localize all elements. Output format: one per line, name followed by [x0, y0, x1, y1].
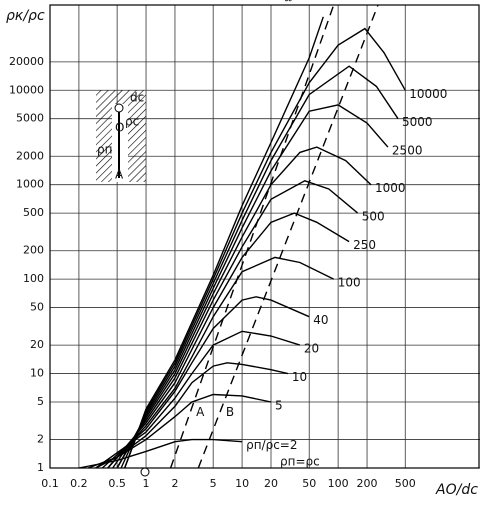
- plot: 1 2 5 10 20 50 100 200 500 1000 2000 5000 10000 20000…: [9, 0, 480, 490]
- y-tick-label: 2: [37, 433, 44, 446]
- curve: [116, 104, 389, 469]
- y-tick-label: 10: [30, 367, 44, 380]
- curve-label: ρп/ρс=2: [246, 438, 297, 452]
- x-tick-label: 2: [171, 477, 178, 490]
- curve-label: 5: [275, 398, 283, 412]
- x-tick-label: 0.5: [108, 477, 126, 490]
- y-tick-label: 100: [23, 272, 44, 285]
- curve-label: 40: [313, 313, 328, 327]
- curve-label: 500: [362, 210, 385, 224]
- y-tick-label: 500: [23, 206, 44, 219]
- y-tick-label: 2000: [16, 149, 44, 162]
- curve-label: 5000: [402, 115, 433, 129]
- curve-label: 250: [353, 238, 376, 252]
- curve-label: A: [196, 405, 205, 419]
- y-tick-label: 20000: [9, 55, 44, 68]
- inset-label: A: [115, 168, 124, 182]
- x-tick-label: 20: [264, 477, 278, 490]
- plot-frame: [49, 4, 480, 469]
- inset-label: O: [115, 121, 124, 135]
- curve: [116, 146, 372, 469]
- x-tick-label: 10: [235, 477, 249, 490]
- curve-label: 20: [304, 342, 319, 356]
- curve-label: 1000: [375, 181, 406, 195]
- y-tick-label: 20: [30, 338, 44, 351]
- x-tick-label: 0.2: [70, 477, 88, 490]
- x-tick-label: 5: [210, 477, 217, 490]
- curve: [101, 296, 310, 469]
- y-tick-label: 5000: [16, 112, 44, 125]
- inset: dс ρс ρп O A: [96, 90, 146, 182]
- curve: [95, 330, 301, 469]
- curve-label: 10000: [409, 87, 447, 101]
- x-tick-label: 100: [328, 477, 349, 490]
- inset-electrode: [114, 103, 124, 113]
- curve: [107, 212, 350, 469]
- x-tick-label: 500: [395, 477, 416, 490]
- curve-label: B: [226, 405, 234, 419]
- y-tick-label: 1000: [16, 178, 44, 191]
- curve-label: 10: [292, 370, 307, 384]
- curve: [169, 4, 335, 469]
- curve: [124, 27, 406, 469]
- curve: [112, 180, 359, 469]
- x-tick-label: 0.1: [41, 477, 59, 490]
- x-tick-label: 1: [143, 477, 150, 490]
- annotation: ρп=ρс: [280, 455, 320, 469]
- curve-label: 2500: [392, 144, 423, 158]
- axis-marker: [140, 467, 150, 477]
- y-tick-label: 200: [23, 244, 44, 257]
- x-axis-title: AO/dс: [435, 482, 478, 498]
- inset-label: ρс: [125, 115, 139, 129]
- curve-label: ∞: [283, 0, 293, 5]
- inset-label: ρп: [97, 143, 112, 157]
- inset-label: dс: [130, 91, 144, 105]
- curve: [124, 16, 324, 469]
- curve: [120, 65, 399, 469]
- y-tick-label: 10000: [9, 83, 44, 96]
- y-tick-label: 1: [37, 461, 44, 474]
- x-tick-label: 200: [357, 477, 378, 490]
- y-tick-label: 50: [30, 301, 44, 314]
- curve: [107, 256, 335, 469]
- y-axis-title: ρк/ρс: [6, 8, 45, 24]
- curve: [197, 4, 379, 469]
- y-tick-label: 5: [37, 395, 44, 408]
- x-tick-label: 50: [302, 477, 316, 490]
- curve: [95, 362, 289, 469]
- curve-label: 100: [338, 276, 361, 290]
